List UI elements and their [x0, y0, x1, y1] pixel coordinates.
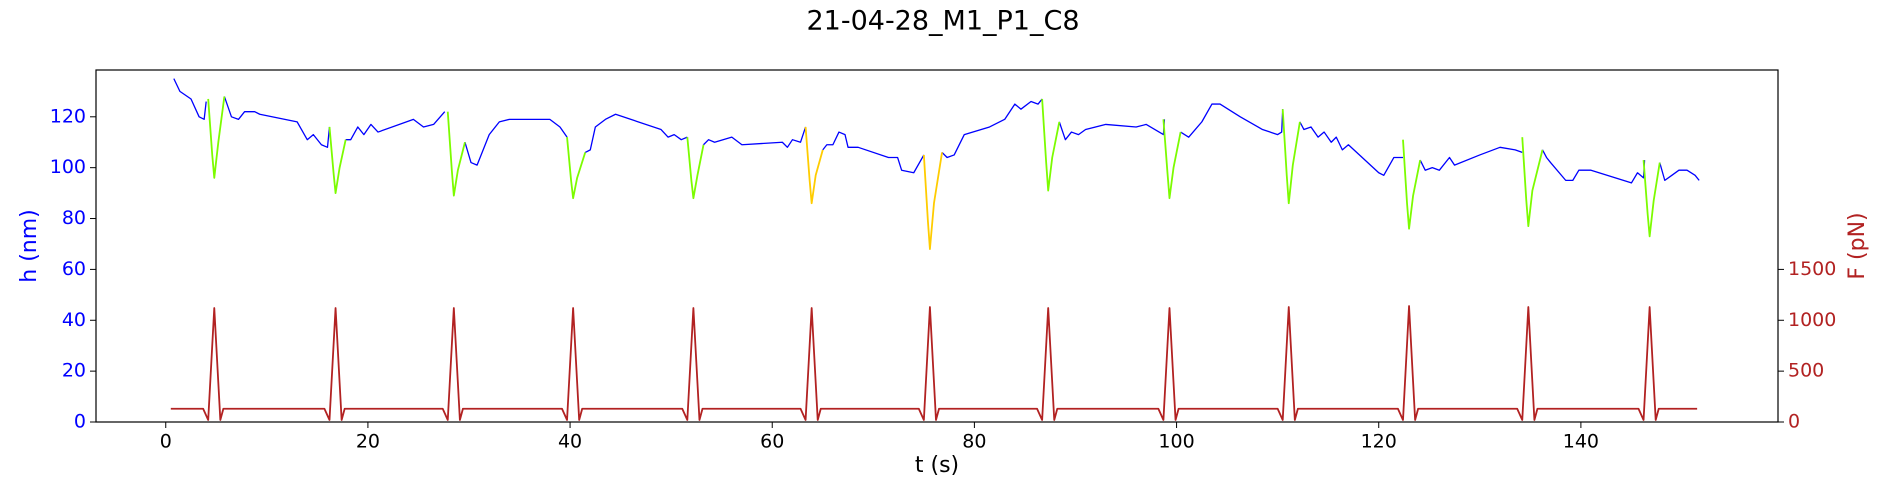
chart-title: 21-04-28_M1_P1_C8: [806, 6, 1079, 37]
x-axis-label: t (s): [915, 453, 959, 478]
x-tick-label: 120: [1361, 431, 1397, 453]
y-tick-label: 100: [50, 156, 86, 178]
data-line: [207, 96, 1661, 238]
y2-tick-label: 0: [1788, 411, 1800, 433]
x-tick-label: 60: [760, 431, 784, 453]
y-tick-label: 80: [62, 207, 86, 229]
data-line: [173, 78, 1700, 184]
y2-tick-label: 1000: [1788, 309, 1836, 331]
y2-tick-label: 1500: [1788, 258, 1836, 280]
plot-frame: [95, 69, 1779, 423]
y-tick-label: 0: [74, 411, 86, 433]
y-axis-label: h (nm): [17, 209, 42, 282]
x-tick-label: 0: [160, 431, 172, 453]
y2-tick-label: 500: [1788, 360, 1824, 382]
y-tick-label: 20: [62, 360, 86, 382]
y-tick-label: 120: [50, 105, 86, 127]
y2-axis-label: F (pN): [1845, 212, 1870, 279]
y-tick-label: 60: [62, 258, 86, 280]
x-tick-label: 40: [558, 431, 582, 453]
data-line: [804, 126, 943, 250]
x-tick-label: 20: [356, 431, 380, 453]
x-tick-label: 80: [962, 431, 986, 453]
data-line: [170, 305, 1698, 421]
x-tick-label: 140: [1563, 431, 1599, 453]
y-tick-label: 40: [62, 309, 86, 331]
x-tick-label: 100: [1158, 431, 1194, 453]
